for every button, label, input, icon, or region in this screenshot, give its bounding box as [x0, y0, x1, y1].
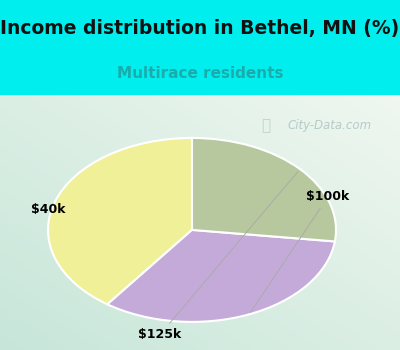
Wedge shape — [48, 138, 192, 304]
Text: $40k: $40k — [31, 203, 65, 216]
Wedge shape — [107, 230, 335, 322]
Text: Multirace residents: Multirace residents — [117, 66, 283, 81]
Text: ⦿: ⦿ — [262, 118, 270, 133]
Text: $100k: $100k — [251, 190, 350, 312]
Wedge shape — [192, 138, 336, 242]
Text: $125k: $125k — [138, 171, 298, 341]
Text: Income distribution in Bethel, MN (%): Income distribution in Bethel, MN (%) — [0, 19, 400, 38]
Text: City-Data.com: City-Data.com — [288, 119, 372, 132]
